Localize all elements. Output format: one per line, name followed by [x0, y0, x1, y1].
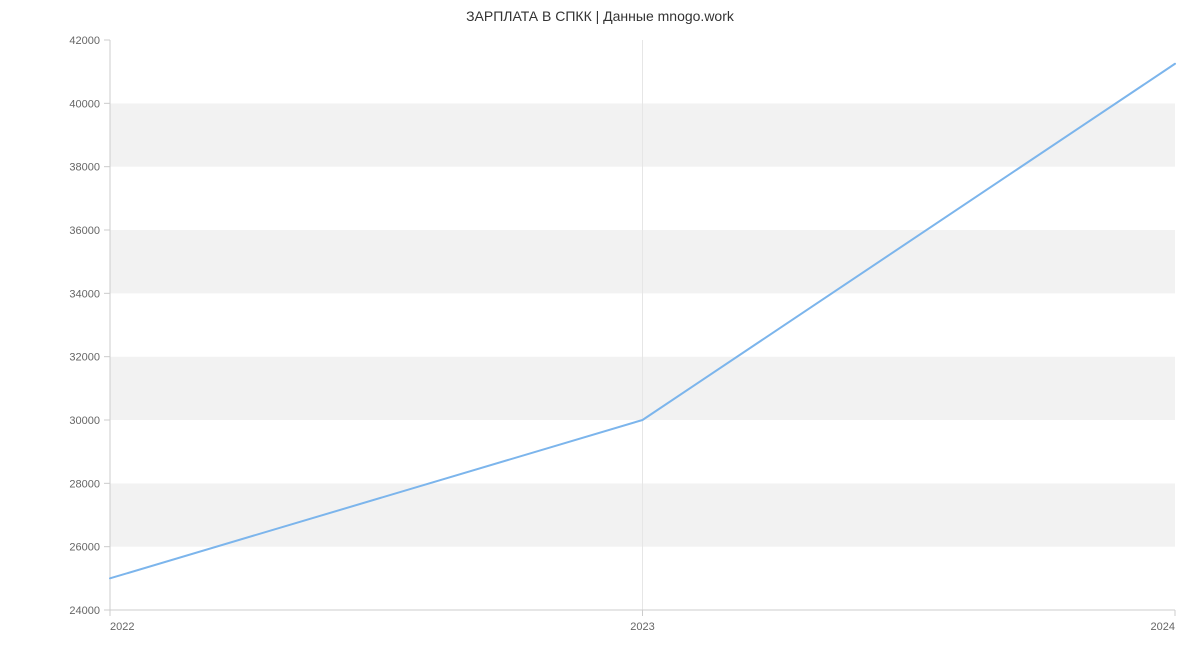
x-tick-label: 2024	[1151, 621, 1175, 633]
y-tick-label: 26000	[69, 542, 100, 554]
y-tick-label: 42000	[69, 35, 100, 47]
y-tick-label: 34000	[69, 288, 100, 300]
y-tick-label: 32000	[69, 352, 100, 364]
y-tick-label: 40000	[69, 98, 100, 110]
chart-svg: 24000 26000 28000 30000 32000 34000 36000 38000…	[0, 0, 1200, 650]
y-tick-label: 24000	[69, 605, 100, 617]
x-tick-label: 2023	[630, 621, 654, 633]
y-tick-label: 30000	[69, 415, 100, 427]
chart-title: ЗАРПЛАТА В СПКК | Данные mnogo.work	[0, 8, 1200, 24]
x-tick-label: 2022	[110, 621, 134, 633]
y-tick-label: 28000	[69, 478, 100, 490]
salary-chart: ЗАРПЛАТА В СПКК | Данные mnogo.work 2400…	[0, 0, 1200, 650]
y-tick-label: 36000	[69, 225, 100, 237]
y-tick-label: 38000	[69, 162, 100, 174]
